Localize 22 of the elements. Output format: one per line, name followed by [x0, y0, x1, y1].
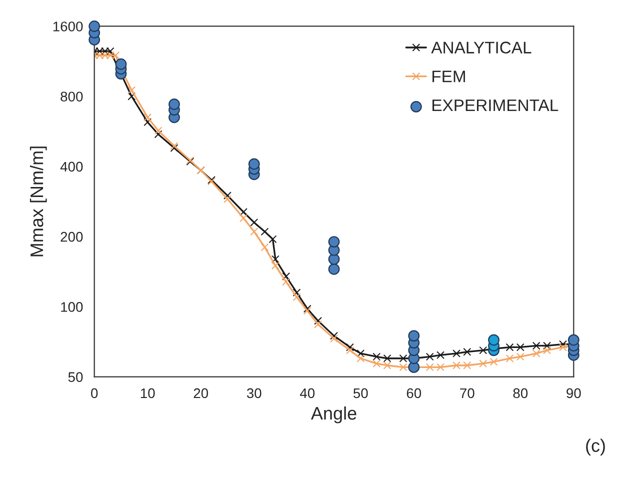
x-axis-title: Angle: [310, 406, 356, 424]
x-tick-label: 40: [300, 388, 315, 398]
y-tick-label: 200: [60, 232, 83, 242]
y-axis-title: Mmax [Nm/m]: [30, 146, 47, 256]
x-tick-label: 20: [194, 388, 208, 398]
x-tick-label: 10: [140, 388, 155, 398]
x-tick-label: 50: [353, 388, 368, 398]
y-tick-label: 100: [61, 302, 83, 312]
text: (c): [586, 438, 605, 456]
x-tick-label: 60: [406, 388, 422, 398]
y-tick-label: 50: [68, 372, 83, 382]
x-tick-label: 90: [566, 388, 581, 398]
y-tick-label: 1600: [53, 22, 83, 32]
x-tick-label: 70: [460, 388, 474, 398]
legend-label: FEM: [432, 70, 465, 82]
legend-label: ANALYTICAL: [431, 42, 532, 54]
y-tick-label: 800: [60, 92, 83, 102]
x-tick-label: 80: [513, 388, 528, 398]
legend-label: EXPERIMENTAL: [432, 100, 558, 112]
y-tick-label: 400: [60, 162, 83, 172]
x-tick-label: 0: [91, 388, 98, 398]
x-tick-label: 30: [246, 388, 262, 398]
